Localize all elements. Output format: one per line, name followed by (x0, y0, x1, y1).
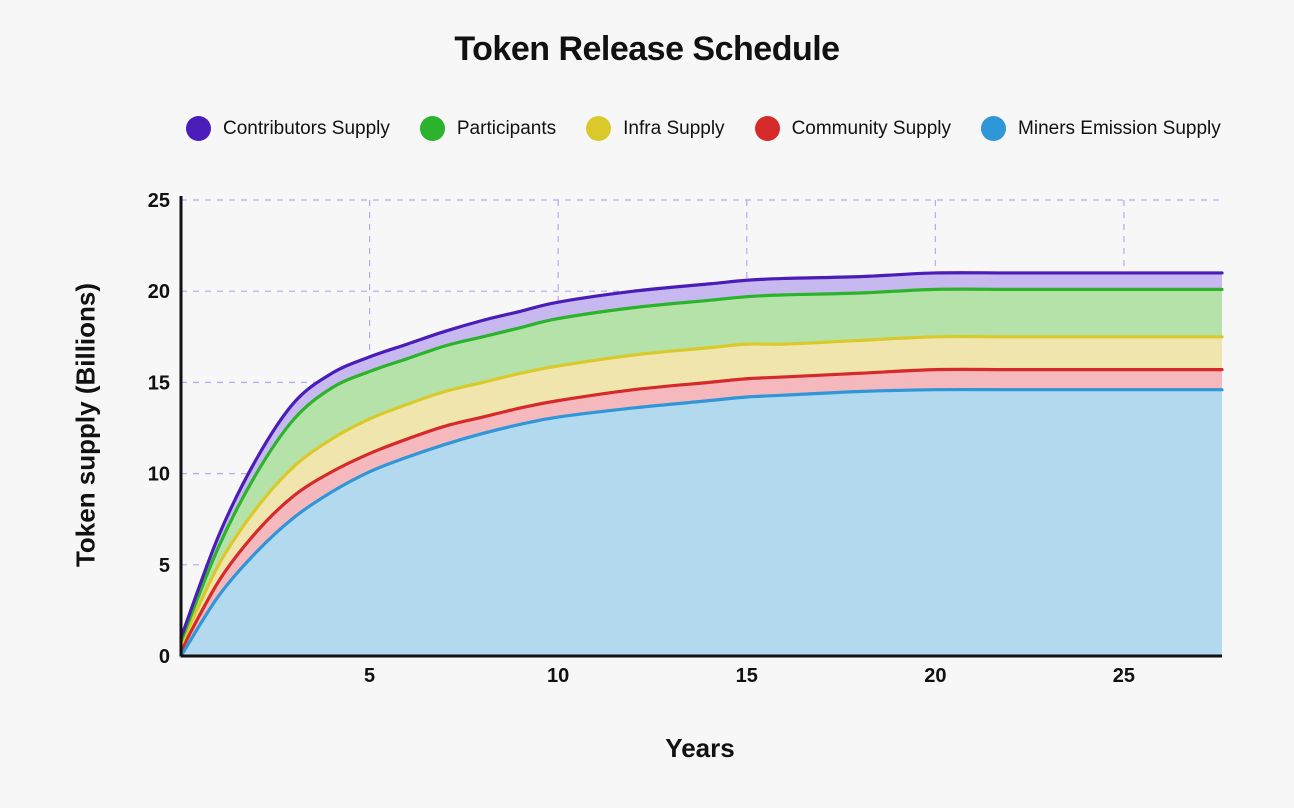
stacked-areas (181, 272, 1222, 656)
x-tick-label-15: 15 (736, 665, 758, 687)
x-tick-label-20: 20 (924, 665, 946, 687)
series-lines (179, 271, 1224, 658)
line-infra-supply (179, 334, 1224, 647)
legend-label-infra: Infra Supply (623, 117, 725, 139)
legend-swatch-contributors (186, 116, 211, 141)
y-tick-label-15: 15 (148, 372, 170, 394)
legend-item-contributors: Contributors Supply (186, 116, 390, 141)
area-community-supply (181, 369, 1222, 656)
x-tick-label-10: 10 (547, 665, 569, 687)
y-axis-label: Token supply (Billions) (70, 282, 101, 568)
legend-item-infra: Infra Supply (586, 116, 725, 141)
y-tick-label-20: 20 (148, 281, 170, 303)
legend-label-miners: Miners Emission Supply (1018, 117, 1221, 139)
legend-swatch-infra (586, 116, 612, 141)
y-tick-label-10: 10 (148, 464, 170, 486)
area-miners-emission-supply (181, 389, 1222, 656)
legend-item-miners: Miners Emission Supply (981, 116, 1221, 141)
area-participants (181, 289, 1222, 646)
chart-legend: Contributors Supply Participants Infra S… (186, 116, 1221, 141)
y-tick-label-0: 0 (159, 646, 170, 668)
line-miners-emission-supply (179, 387, 1224, 658)
legend-swatch-community (754, 116, 780, 141)
legend-item-participants: Participants (419, 116, 557, 141)
legend-item-community: Community Supply (754, 116, 952, 141)
x-tick-label-25: 25 (1113, 665, 1135, 687)
line-contributors-supply (179, 271, 1224, 640)
legend-label-contributors: Contributors Supply (223, 117, 390, 139)
legend-label-community: Community Supply (791, 117, 952, 139)
chart-title: Token Release Schedule (454, 30, 840, 68)
y-tick-label-25: 25 (148, 190, 170, 212)
x-tick-label-5: 5 (364, 665, 375, 687)
area-infra-supply (181, 336, 1222, 651)
line-community-supply (179, 367, 1224, 653)
tick-labels: 0 5 10 15 20 25 5 10 15 20 25 (148, 190, 1135, 687)
legend-swatch-participants (419, 116, 445, 141)
legend-label-participants: Participants (456, 117, 557, 139)
axes (179, 196, 1222, 658)
x-axis-label: Years (665, 733, 735, 763)
line-participants (179, 287, 1224, 644)
legend-swatch-miners (981, 116, 1007, 141)
y-tick-label-5: 5 (159, 555, 170, 577)
